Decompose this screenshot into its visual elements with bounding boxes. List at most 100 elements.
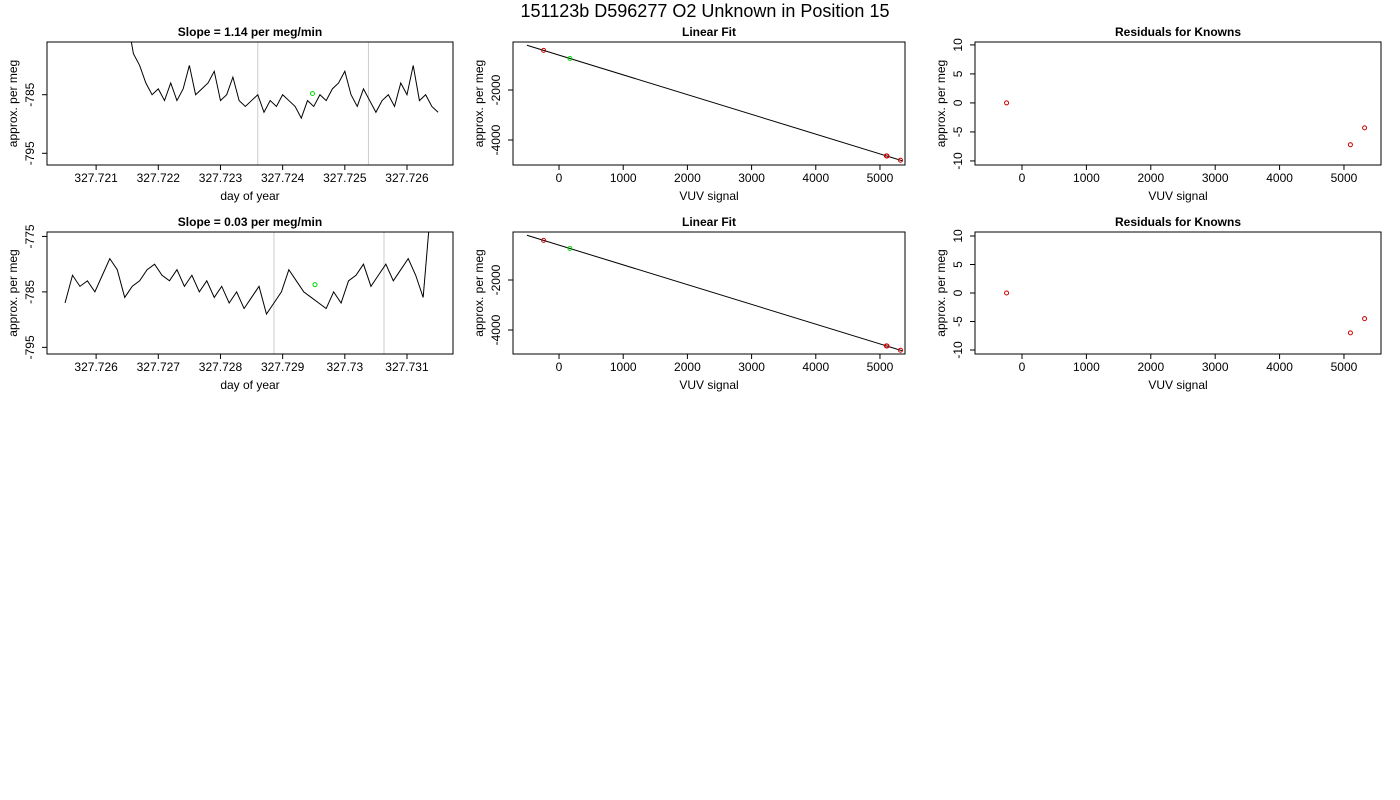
- data-point: [309, 91, 315, 97]
- panel: Linear Fit VUV signal approx. per meg 0 1000…: [472, 25, 906, 203]
- x-tick-label: 4000: [1266, 171, 1293, 185]
- x-tick-label: 5000: [867, 360, 894, 374]
- x-tick-label: 327.726: [74, 360, 118, 374]
- plot-area: [526, 234, 904, 353]
- panel-title: Linear Fit: [682, 215, 736, 229]
- plot-area: [1004, 100, 1368, 148]
- panel: Linear Fit VUV signal approx. per meg 0 1000…: [472, 215, 906, 392]
- y-tick-label: -5: [951, 126, 965, 137]
- y-axis-label: approx. per meg: [934, 60, 948, 147]
- y-axis-label: approx. per meg: [472, 60, 486, 147]
- x-tick-label: 327.724: [261, 171, 305, 185]
- y-axis-label: approx. per meg: [934, 249, 948, 336]
- x-tick-label: 4000: [802, 360, 829, 374]
- y-tick-label: -10: [951, 152, 965, 170]
- x-axis-label: day of year: [220, 378, 279, 392]
- x-tick-label: 5000: [1331, 360, 1358, 374]
- data-point: [541, 47, 547, 53]
- plot-frame: [46, 41, 454, 166]
- panel-title: Linear Fit: [682, 25, 736, 39]
- x-tick-label: 327.725: [323, 171, 367, 185]
- y-tick-label: -5: [951, 316, 965, 327]
- x-tick-label: 0: [1019, 360, 1026, 374]
- y-tick-label: -775: [23, 224, 37, 248]
- x-tick-label: 3000: [738, 360, 765, 374]
- plot-area: [1004, 290, 1368, 336]
- data-point: [884, 153, 890, 159]
- x-tick-label: 327.723: [199, 171, 243, 185]
- plot-frame: [512, 41, 906, 166]
- x-tick-label: 0: [556, 360, 563, 374]
- y-axis-label: approx. per meg: [6, 249, 20, 336]
- y-tick-label: -4000: [489, 124, 503, 155]
- x-tick-label: 327.728: [199, 360, 243, 374]
- y-tick-label: 5: [951, 261, 965, 268]
- x-tick-label: 5000: [1331, 171, 1358, 185]
- panel-title: Residuals for Knowns: [1115, 25, 1241, 39]
- data-point: [1004, 100, 1010, 106]
- y-tick-label: -785: [23, 82, 37, 106]
- x-tick-label: 2000: [674, 360, 701, 374]
- data-line: [64, 232, 430, 316]
- x-tick-label: 1000: [1073, 360, 1100, 374]
- panel-title: Residuals for Knowns: [1115, 215, 1241, 229]
- x-tick-label: 327.729: [261, 360, 305, 374]
- x-axis-label: VUV signal: [1148, 189, 1207, 203]
- x-tick-label: 1000: [610, 360, 637, 374]
- plot-frame: [46, 231, 454, 355]
- x-tick-label: 3000: [738, 171, 765, 185]
- data-point: [1347, 330, 1353, 336]
- y-tick-label: -2000: [489, 74, 503, 105]
- plot-area: [130, 42, 439, 165]
- y-tick-label: -4000: [489, 314, 503, 345]
- y-tick-label: -795: [23, 335, 37, 359]
- data-point: [541, 237, 547, 243]
- x-tick-label: 3000: [1202, 171, 1229, 185]
- x-tick-label: 5000: [867, 171, 894, 185]
- panel: Slope = 1.14 per meg/min day of year appro…: [6, 25, 454, 203]
- x-tick-label: 0: [1019, 171, 1026, 185]
- y-tick-label: 5: [951, 70, 965, 77]
- plot-frame: [974, 41, 1382, 166]
- y-tick-label: -785: [23, 280, 37, 304]
- x-tick-label: 4000: [802, 171, 829, 185]
- x-tick-label: 327.726: [385, 171, 429, 185]
- x-axis-label: day of year: [220, 189, 279, 203]
- data-point: [1004, 290, 1010, 296]
- x-tick-label: 327.721: [74, 171, 118, 185]
- plot-area: [64, 232, 430, 354]
- data-point: [312, 282, 318, 288]
- plot-frame: [974, 231, 1382, 355]
- panel: Residuals for Knowns VUV signal approx. pe…: [934, 25, 1382, 203]
- x-axis-label: VUV signal: [679, 189, 738, 203]
- data-point: [1347, 142, 1353, 148]
- y-tick-label: -10: [951, 341, 965, 359]
- y-axis-label: approx. per meg: [6, 60, 20, 147]
- plot-area: [526, 44, 904, 163]
- fit-line: [526, 44, 903, 162]
- data-point: [898, 347, 904, 353]
- x-tick-label: 327.73: [326, 360, 363, 374]
- x-axis-label: VUV signal: [1148, 378, 1207, 392]
- y-tick-label: -795: [23, 141, 37, 165]
- x-tick-label: 1000: [610, 171, 637, 185]
- x-tick-label: 2000: [1137, 360, 1164, 374]
- panel-title: Slope = 1.14 per meg/min: [178, 25, 322, 39]
- y-tick-label: 10: [951, 229, 965, 243]
- panel-title: Slope = 0.03 per meg/min: [178, 215, 322, 229]
- x-tick-label: 327.731: [385, 360, 429, 374]
- data-point: [884, 343, 890, 349]
- x-tick-label: 2000: [1137, 171, 1164, 185]
- x-tick-label: 3000: [1202, 360, 1229, 374]
- data-point: [567, 55, 573, 61]
- x-axis-label: VUV signal: [679, 378, 738, 392]
- page-title: 151123b D596277 O2 Unknown in Position 1…: [521, 1, 890, 21]
- plot-frame: [512, 231, 906, 355]
- data-point: [1362, 125, 1368, 131]
- data-point: [567, 245, 573, 251]
- x-tick-label: 0: [556, 171, 563, 185]
- data-point: [1362, 316, 1368, 322]
- y-tick-label: 0: [951, 99, 965, 106]
- y-tick-label: 10: [951, 38, 965, 52]
